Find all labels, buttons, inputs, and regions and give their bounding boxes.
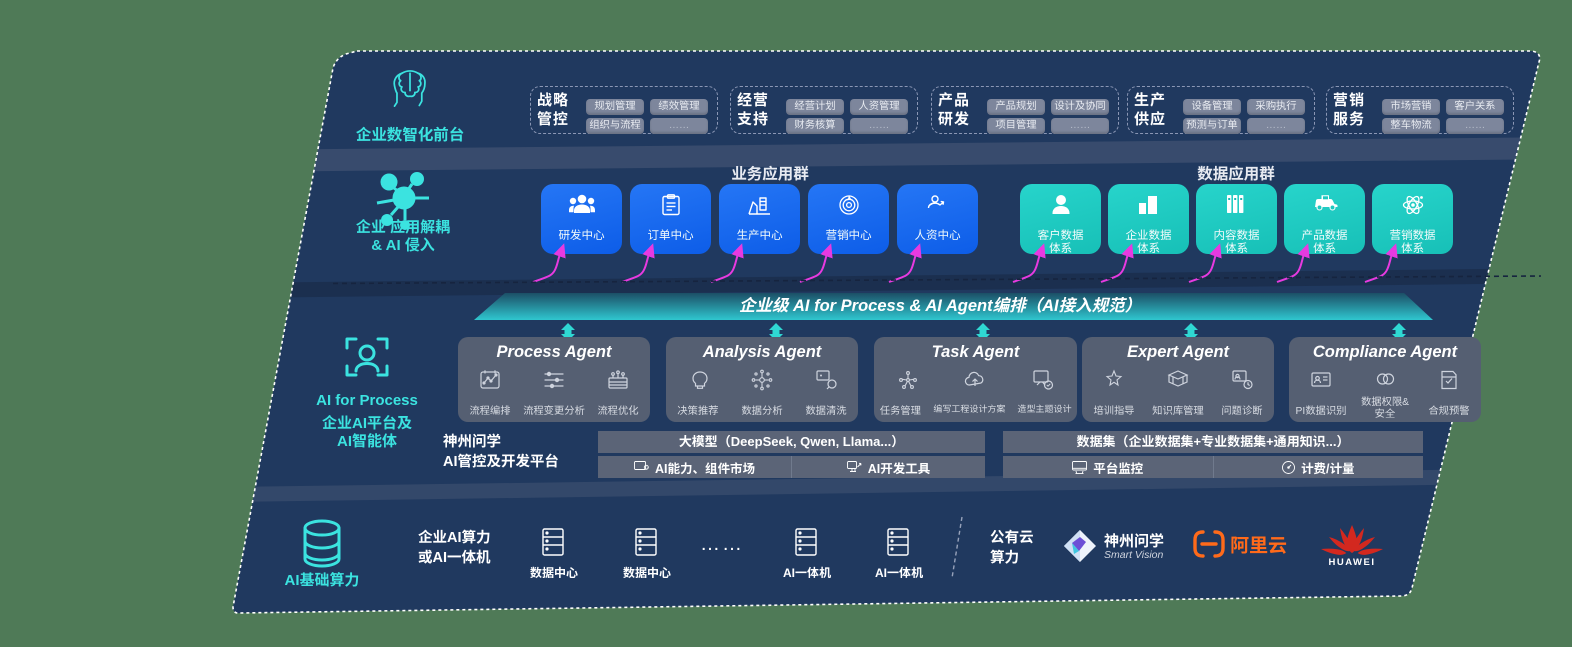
svg-text:HUAWEI: HUAWEI [1329,557,1376,568]
svg-text:阿里云: 阿里云 [1230,536,1287,557]
